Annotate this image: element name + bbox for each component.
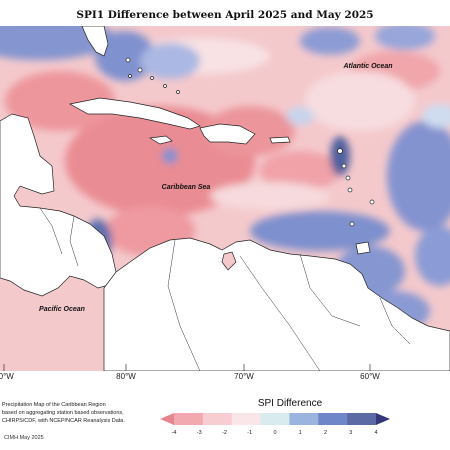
data-source-note: Precipitation Map of the Caribbean Regio… xyxy=(2,402,125,425)
island-martinique xyxy=(345,175,351,181)
country-borders xyxy=(39,207,411,371)
legend-tick-label: -1 xyxy=(247,430,252,436)
central-america-landmass xyxy=(0,113,117,297)
south-america-landmass xyxy=(103,237,450,371)
island-grenada xyxy=(349,221,355,227)
note-line: Precipitation Map of the Caribbean Regio… xyxy=(2,402,106,408)
atlantic-ocean-label: Atlantic Ocean xyxy=(342,63,392,70)
legend-tick-label: 4 xyxy=(374,430,377,436)
florida-landmass xyxy=(81,26,109,57)
pacific-ocean-label: Pacific Ocean xyxy=(39,306,85,313)
legend-swatch xyxy=(260,413,290,425)
note-line: based on aggregating station based obser… xyxy=(2,409,124,416)
spi-difference-map: Atlantic Ocean Caribbean Sea Pacific Oce… xyxy=(0,26,450,371)
lon-label-80w: 80°W xyxy=(116,372,136,381)
land-masses xyxy=(0,26,450,371)
graticule-ticks xyxy=(3,364,371,371)
legend-swatch xyxy=(231,413,261,425)
legend-swatch xyxy=(318,413,348,425)
lake-maracaibo xyxy=(221,251,237,271)
island-guadeloupe xyxy=(337,148,343,154)
legend-tick-label: -4 xyxy=(172,430,177,436)
legend-swatch xyxy=(202,413,233,425)
spi-shading xyxy=(0,26,450,331)
lon-label-90w: 90°W xyxy=(0,372,14,381)
island-trinidad xyxy=(355,241,371,255)
legend-tick-label: 2 xyxy=(324,430,327,436)
map-title: SPI1 Difference between April 2025 and M… xyxy=(76,9,374,21)
legend-swatch xyxy=(174,413,204,425)
credit-text: CIMH May 2025 xyxy=(4,435,44,441)
legend-color-bar xyxy=(160,413,390,425)
legend-swatch xyxy=(289,413,319,425)
legend-tick-label: -2 xyxy=(222,430,227,436)
hispaniola-landmass xyxy=(199,123,256,145)
legend-tick-label: -3 xyxy=(197,430,202,436)
legend-swatch xyxy=(160,413,174,425)
caribbean-sea-label: Caribbean Sea xyxy=(162,184,211,191)
lon-label-70w: 70°W xyxy=(234,372,254,381)
legend-tick-label: 0 xyxy=(273,430,276,436)
legend-tick-labels: -4 -3 -2 -1 0 1 2 3 4 xyxy=(172,430,378,436)
cuba-landmass xyxy=(68,97,201,130)
note-line: CHIRPS/CDF, with NCEP/NCAR Reanalysis Da… xyxy=(2,417,125,424)
jamaica-landmass xyxy=(148,135,173,145)
island-dominica xyxy=(341,163,347,169)
legend-swatch xyxy=(347,413,377,425)
legend-tick-label: 1 xyxy=(299,430,302,436)
legend-swatch xyxy=(376,413,390,425)
legend-title: SPI Difference xyxy=(257,398,323,409)
lon-label-60w: 60°W xyxy=(360,372,380,381)
puerto-rico-landmass xyxy=(269,136,291,144)
island-barbados xyxy=(369,199,375,205)
color-legend: -4 -3 -2 -1 0 1 2 3 4 xyxy=(160,413,390,436)
legend-tick-label: 3 xyxy=(349,430,352,436)
island-st-lucia xyxy=(347,187,353,193)
